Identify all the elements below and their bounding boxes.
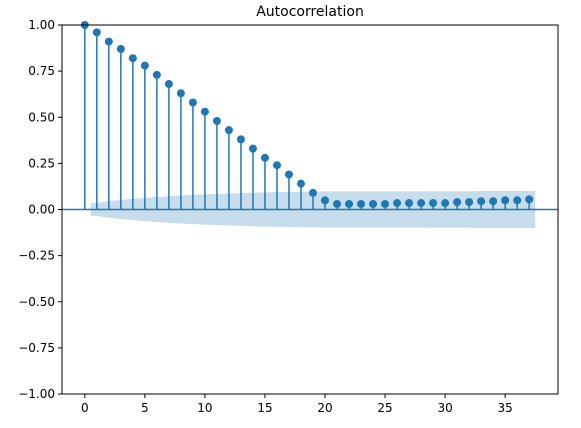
- x-tick-label: 35: [498, 401, 513, 415]
- x-tick-label: 0: [81, 401, 89, 415]
- marker: [236, 135, 245, 144]
- marker: [429, 199, 438, 208]
- marker: [224, 126, 233, 135]
- marker: [465, 198, 474, 207]
- marker: [357, 199, 366, 208]
- marker: [272, 161, 281, 170]
- marker: [260, 153, 269, 162]
- marker: [200, 107, 209, 116]
- marker: [176, 89, 185, 98]
- marker: [525, 195, 534, 204]
- marker: [405, 199, 414, 208]
- marker: [393, 199, 402, 208]
- marker: [128, 54, 137, 63]
- x-tick-label: 25: [377, 401, 392, 415]
- x-tick-label: 15: [257, 401, 272, 415]
- marker: [296, 179, 305, 188]
- marker: [92, 28, 101, 37]
- y-tick-label: −0.75: [18, 341, 55, 355]
- marker: [321, 196, 330, 205]
- marker: [513, 196, 522, 205]
- marker: [212, 116, 221, 125]
- marker: [104, 37, 113, 46]
- marker: [417, 199, 426, 208]
- marker: [116, 44, 125, 53]
- marker: [248, 144, 257, 153]
- marker: [369, 199, 378, 208]
- marker: [152, 70, 161, 79]
- y-tick-label: −1.00: [18, 387, 55, 401]
- x-tick-label: 30: [437, 401, 452, 415]
- marker: [441, 199, 450, 208]
- y-tick-label: 0.50: [28, 110, 55, 124]
- marker: [345, 199, 354, 208]
- chart-title: Autocorrelation: [256, 4, 364, 20]
- marker: [140, 61, 149, 70]
- marker: [284, 170, 293, 179]
- y-tick-label: 0.00: [28, 203, 55, 217]
- y-tick-label: 0.25: [28, 156, 55, 170]
- marker: [188, 98, 197, 107]
- marker: [489, 197, 498, 206]
- marker: [309, 188, 318, 197]
- y-tick-label: −0.25: [18, 249, 55, 263]
- y-tick-label: 0.75: [28, 64, 55, 78]
- y-tick-label: 1.00: [28, 18, 55, 32]
- x-tick-label: 10: [197, 401, 212, 415]
- marker: [333, 199, 342, 208]
- marker: [164, 80, 173, 89]
- marker: [381, 199, 390, 208]
- marker: [453, 198, 462, 207]
- x-tick-label: 20: [317, 401, 332, 415]
- marker: [477, 197, 486, 206]
- x-tick-label: 5: [141, 401, 149, 415]
- marker: [501, 196, 510, 205]
- y-tick-label: −0.50: [18, 295, 55, 309]
